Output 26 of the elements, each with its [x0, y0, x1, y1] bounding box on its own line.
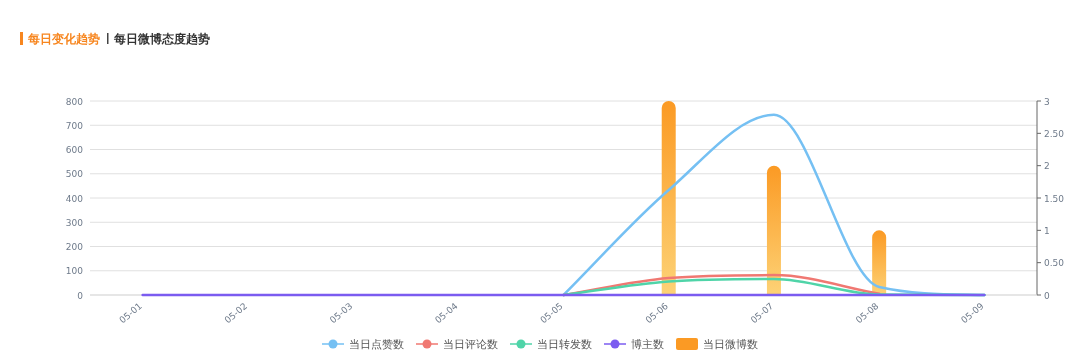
y-tick-label: 700 [65, 120, 84, 131]
y2-tick-label: 1.50 [1044, 193, 1065, 204]
y2-tick-label: 0 [1044, 290, 1050, 301]
bar [661, 101, 676, 295]
bar [872, 230, 887, 295]
chart-subtitle: 每日微博态度趋势 [113, 32, 210, 46]
legend-label: 当日评论数 [443, 338, 498, 351]
y-tick-label: 300 [65, 217, 84, 228]
y2-tick-label: 3 [1044, 96, 1050, 107]
y-tick-label: 500 [65, 169, 84, 180]
y2-tick-label: 0.50 [1044, 258, 1065, 269]
legend-label: 当日点赞数 [349, 338, 404, 351]
y-tick-label: 600 [65, 145, 84, 155]
y-tick-label: 0 [77, 290, 84, 301]
y2-tick-label: 2.50 [1044, 128, 1065, 139]
legend-label: 当日微博数 [703, 338, 758, 351]
y-tick-label: 800 [65, 96, 84, 107]
chart-title: 每日变化趋势 [27, 32, 100, 46]
y-tick-label: 400 [65, 193, 84, 204]
legend-label: 当日转发数 [537, 338, 592, 351]
y2-tick-label: 2 [1044, 161, 1050, 172]
y-tick-label: 100 [65, 266, 84, 277]
y-tick-label: 200 [65, 242, 84, 252]
y2-tick-label: 1 [1044, 225, 1050, 236]
bar [766, 165, 781, 295]
legend-label: 博主数 [631, 338, 664, 351]
